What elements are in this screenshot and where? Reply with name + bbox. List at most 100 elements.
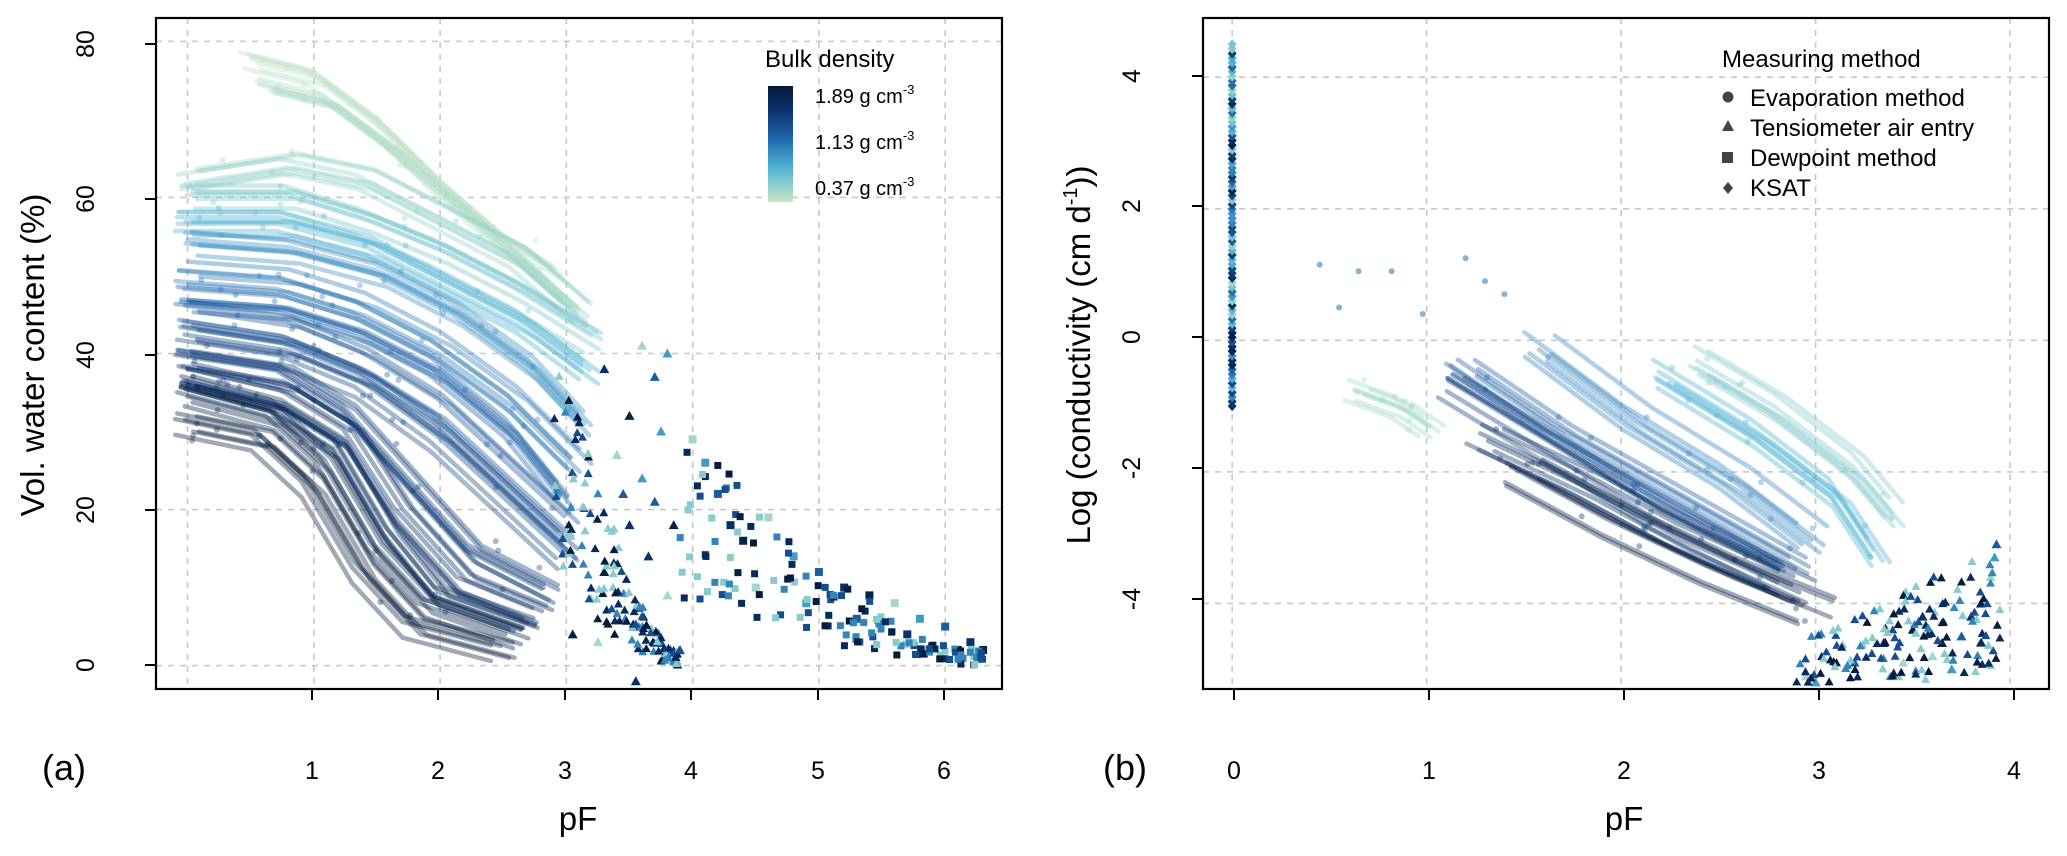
x-tick-label: 2 [1617,757,1631,785]
data-point [1909,619,1919,628]
data-point [1648,508,1655,515]
data-point [1925,604,1935,613]
data-point [1984,658,1994,667]
data-point [1956,631,1967,641]
data-point [1630,481,1637,488]
data-point [941,622,950,631]
data-curve [1353,387,1432,429]
data-point [1842,467,1849,474]
data-point [844,585,852,593]
data-point [1742,419,1749,426]
data-point [1958,611,1968,620]
data-point [726,553,734,561]
data-point [1727,476,1734,483]
data-curve [192,206,602,352]
y-tick-label: 4 [1118,69,1146,83]
data-point [315,321,322,328]
data-point [1792,677,1802,686]
data-point [651,626,661,635]
data-point [1896,667,1906,676]
data-point [952,648,960,656]
data-point [583,468,593,478]
data-curve [185,299,569,500]
data-curve [172,352,544,592]
data-curve [194,383,540,631]
data-curve [1696,372,1896,529]
data-curve [1653,375,1872,558]
data-point [293,356,300,363]
data-point [600,556,610,565]
data-point [191,357,198,364]
data-point [453,218,460,225]
data-point [1845,673,1855,682]
data-curve [181,323,565,547]
data-point [310,343,317,350]
data-point [802,572,810,580]
data-point [304,272,311,279]
data-point [842,631,850,639]
data-point [189,437,196,444]
data-point [788,560,796,568]
data-point [1938,598,1948,608]
data-point [755,513,763,521]
data-point [474,288,481,295]
data-point [1850,665,1860,674]
data-point [1927,629,1937,638]
y-tick-label: -4 [1118,588,1146,610]
data-point [1636,543,1643,550]
data-point [509,405,516,412]
data-point [680,594,688,602]
data-point [1948,655,1958,664]
data-point [443,191,450,198]
data-point [190,432,197,439]
legend-label-evaporation: Evaporation method [1750,85,1965,112]
data-curve [189,353,561,592]
data-point [253,392,260,399]
data-point [821,622,829,630]
data-point [309,468,316,475]
data-curve [183,230,580,415]
data-point [696,492,704,500]
x-tick-label: 2 [431,757,445,785]
data-point [957,651,965,659]
data-point [608,569,618,578]
legend-title-b: Measuring method [1722,46,1921,73]
data-curve [194,414,515,645]
data-point [701,551,709,559]
data-point [1705,379,1712,386]
data-point [699,470,707,478]
data-point [711,578,719,586]
data-curve [1503,483,1801,627]
data-point [1401,397,1408,404]
data-point [1966,572,1976,581]
data-point [609,545,619,554]
data-point [1968,616,1978,625]
data-curve [1342,397,1421,439]
data-point [733,481,741,489]
data-point [732,511,740,519]
data-curve [181,318,565,535]
x-axis-title-a: pF [559,800,598,837]
data-point [751,570,759,578]
data-curve [175,347,546,587]
data-curve [271,90,580,314]
data-point [1949,602,1959,612]
data-curve [186,297,570,498]
data-point [393,440,400,447]
data-curve [172,228,582,382]
data-point [897,642,905,650]
data-curve [190,374,536,621]
data-point [1883,627,1893,636]
data-curve [1444,389,1780,585]
data-point [359,392,366,399]
data-point [602,617,612,626]
x-tick-label: 1 [305,757,319,785]
data-point [873,641,881,649]
x-tick-label: 3 [1812,757,1826,785]
data-point [1524,461,1531,468]
data-point [601,561,611,570]
x-tick-label: 6 [937,757,951,785]
data-point [397,268,404,275]
data-point [1917,665,1927,674]
data-point [1957,577,1967,586]
